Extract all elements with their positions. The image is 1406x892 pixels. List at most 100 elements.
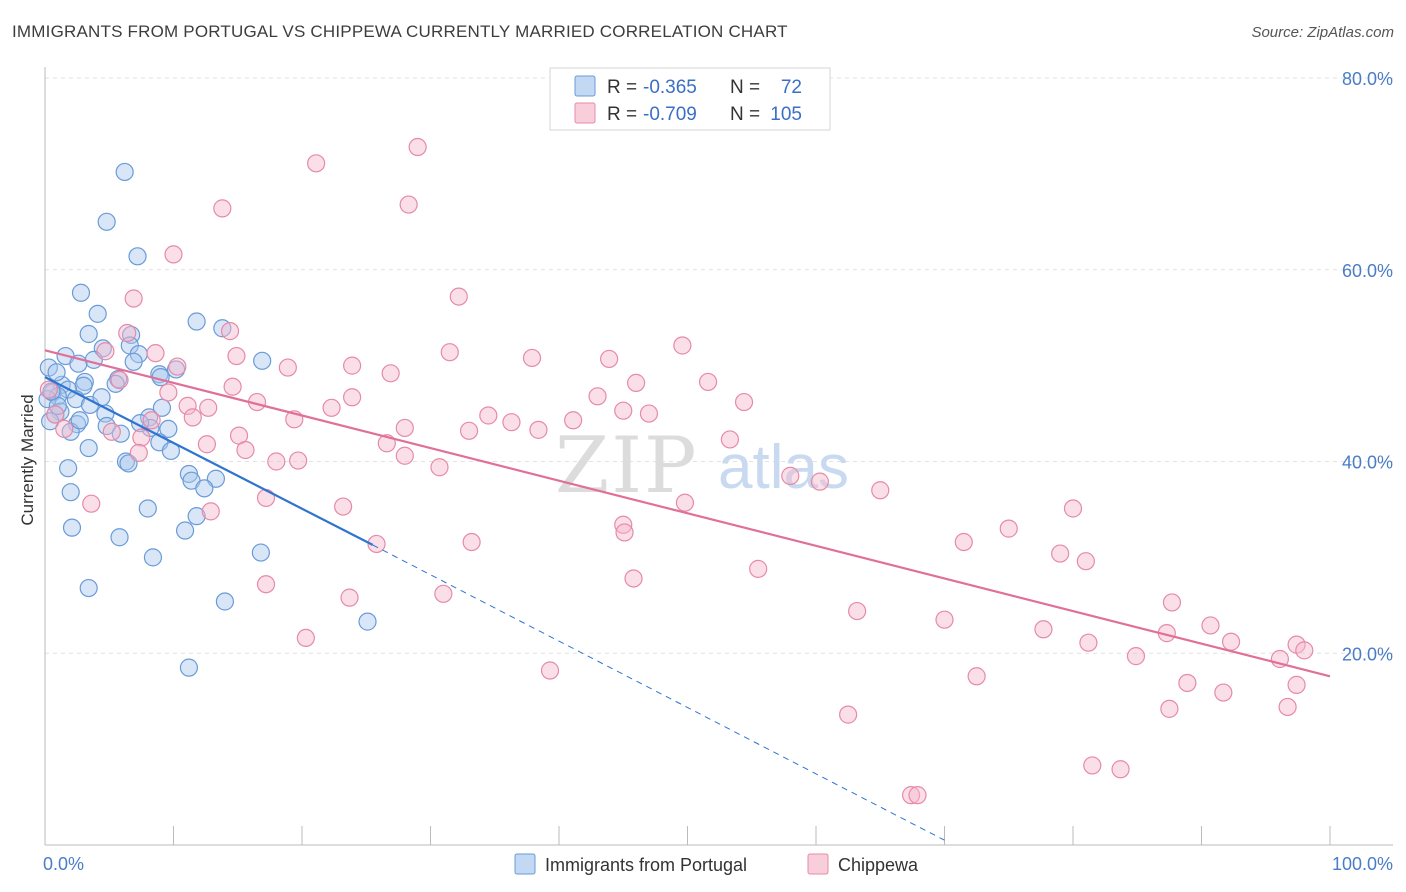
portugal-point — [111, 424, 130, 443]
chippewa-point — [395, 418, 414, 438]
chippewa-point — [236, 440, 255, 460]
chippewa-point — [1162, 593, 1182, 612]
portugal-point — [115, 162, 134, 182]
portugal-point — [97, 416, 116, 436]
chippewa-point — [334, 497, 353, 516]
portugal-point — [179, 658, 199, 677]
chippewa-point — [1083, 756, 1102, 775]
chippewa-point — [614, 515, 633, 534]
chippewa-point — [168, 357, 187, 376]
chippewa-point — [1063, 499, 1083, 518]
chippewa-point — [102, 422, 121, 441]
chippewa-point — [440, 343, 459, 362]
chippewa-point — [600, 349, 619, 369]
chippewa-point — [82, 494, 101, 513]
series-legend-swatch-portugal — [514, 853, 536, 875]
chippewa-point — [462, 532, 481, 552]
chippewa-point — [810, 472, 829, 491]
chippewa-point — [164, 245, 183, 264]
chippewa-point — [197, 435, 217, 454]
chippewa-point — [1221, 632, 1241, 651]
chippewa-point — [1160, 699, 1179, 718]
chippewa-point — [624, 569, 643, 588]
chippewa-point — [871, 481, 890, 500]
chippewa-point — [449, 287, 468, 306]
chippewa-point — [395, 446, 414, 465]
chippewa-point — [1076, 552, 1095, 571]
chippewa-point — [459, 421, 479, 440]
chippewa-point — [1278, 697, 1297, 717]
chippewa-point — [614, 401, 633, 420]
chippewa-point — [110, 370, 129, 390]
chippewa-point — [675, 493, 695, 512]
portugal-point — [187, 507, 206, 526]
chippewa-point — [289, 451, 308, 470]
chippewa-point — [199, 398, 218, 417]
chippewa-point — [564, 411, 583, 430]
portugal-point — [187, 312, 206, 331]
chippewa-point — [322, 398, 341, 417]
chippewa-point — [142, 411, 161, 430]
chippewa-point — [502, 413, 521, 432]
chippewa-point — [159, 383, 178, 402]
chippewa-point — [39, 380, 58, 399]
chippewa-point — [529, 420, 548, 439]
chippewa-point — [1178, 673, 1197, 693]
chippewa-point — [1034, 620, 1053, 639]
chippewa-point — [673, 336, 692, 355]
portugal-point — [159, 419, 178, 439]
legend-n-value-chippewa: 105 — [770, 104, 802, 125]
chippewa-point — [343, 388, 362, 407]
x-tick-label: 100.0% — [1332, 854, 1393, 874]
chippewa-point — [223, 377, 242, 396]
portugal-point — [62, 518, 82, 537]
stats-legend: R = -0.365 N = 72 R = -0.709 N = 105 — [549, 67, 831, 131]
y-tick-label: 40.0% — [1342, 453, 1393, 473]
chippewa-point — [1126, 647, 1146, 666]
chippewa-point — [734, 392, 754, 412]
series-legend-swatch-chippewa — [807, 853, 829, 875]
chippewa-trend-line — [44, 349, 1331, 678]
chippewa-point — [267, 452, 286, 471]
chippewa-point — [999, 519, 1018, 538]
legend-r-value-portugal: -0.365 — [643, 77, 697, 98]
portugal-point — [128, 247, 147, 266]
legend-swatch-chippewa — [574, 102, 596, 124]
legend-r-value-chippewa: -0.709 — [643, 104, 697, 125]
legend-n-value-portugal: 72 — [781, 77, 802, 98]
chippewa-point — [256, 575, 276, 594]
chippewa-point — [1111, 760, 1130, 779]
y-axis-label: Currently Married — [18, 394, 37, 525]
portugal-trend-line — [44, 376, 374, 546]
portugal-point — [215, 592, 234, 611]
chippewa-point — [124, 289, 143, 308]
legend-r-label-chippewa: R = — [607, 104, 637, 125]
portugal-point — [79, 324, 98, 344]
portugal-point — [116, 452, 136, 471]
portugal-point — [110, 528, 129, 547]
chippewa-point — [278, 358, 297, 377]
series-legend-label-chippewa: Chippewa — [838, 855, 919, 875]
series-legend: Immigrants from Portugal Chippewa — [514, 853, 919, 875]
portugal-point — [71, 283, 91, 302]
chippewa-point — [399, 195, 418, 214]
portugal-point — [251, 543, 270, 562]
chippewa-point — [522, 348, 542, 368]
portugal-point — [138, 499, 157, 518]
portugal-point — [79, 438, 98, 458]
chippewa-point — [55, 419, 74, 439]
portugal-point — [61, 483, 80, 502]
portugal-point — [59, 459, 78, 478]
chippewa-point — [381, 364, 400, 383]
chippewa-point — [430, 458, 449, 477]
portugal-point — [97, 212, 116, 231]
portugal-point — [42, 382, 61, 401]
series-legend-label-portugal: Immigrants from Portugal — [545, 855, 747, 875]
portugal-point — [88, 304, 107, 323]
y-tick-label: 60.0% — [1342, 261, 1393, 281]
chippewa-point — [227, 346, 246, 366]
portugal-point — [47, 363, 66, 382]
portugal-point — [195, 479, 214, 498]
chippewa-point — [96, 342, 115, 361]
trend-lines — [44, 349, 1331, 841]
